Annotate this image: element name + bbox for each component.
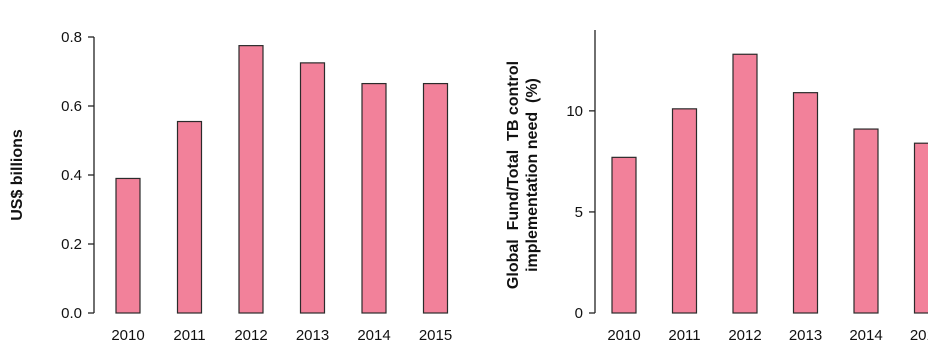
y-axis-title-line: implementation need (%) [524,78,541,272]
y-tick-label: 5 [575,204,583,221]
bar-2015 [424,84,448,313]
bar-2015 [915,143,928,313]
bar-2014 [854,129,878,313]
x-tick-label: 2015 [419,327,452,344]
bar-2013 [301,63,325,313]
y-tick-label: 0.2 [61,236,82,253]
y-axis-title: US$ billions [9,129,26,221]
x-tick-label: 2012 [234,327,267,344]
x-tick-label: 2011 [668,327,700,344]
x-tick-label: 2014 [357,327,390,344]
y-tick-label: 10 [566,103,583,120]
bar-2013 [794,93,818,313]
bar-2010 [612,157,636,313]
x-tick-label: 2010 [111,327,144,344]
x-tick-label: 2013 [789,327,822,344]
bar-2012 [239,46,263,313]
x-tick-label: 2013 [296,327,329,344]
bar-2011 [673,109,697,313]
y-tick-label: 0 [575,305,583,322]
x-tick-label: 2010 [607,327,640,344]
x-tick-label: 2014 [849,327,882,344]
x-tick-label: 2011 [173,327,205,344]
chart-left: 0.0 0.2 0.4 0.6 0.8 2010 2011 2012 2013 2014 2015 U… [9,29,452,344]
chart-right: 0 5 10 2010 2011 2012 2013 2014 2015 Global Fund/… [505,30,928,344]
x-tick-label: 2015 [910,327,928,344]
y-axis-title-line: Global Fund/Total TB control [505,61,522,289]
bar-2014 [362,84,386,313]
y-tick-label: 0.8 [61,29,82,46]
y-tick-label: 0.0 [61,305,82,322]
bar-2010 [116,178,140,313]
y-tick-label: 0.6 [61,98,82,115]
x-tick-label: 2012 [728,327,761,344]
bar-2012 [733,54,757,313]
y-tick-label: 0.4 [61,167,82,184]
bar-2011 [178,122,202,313]
